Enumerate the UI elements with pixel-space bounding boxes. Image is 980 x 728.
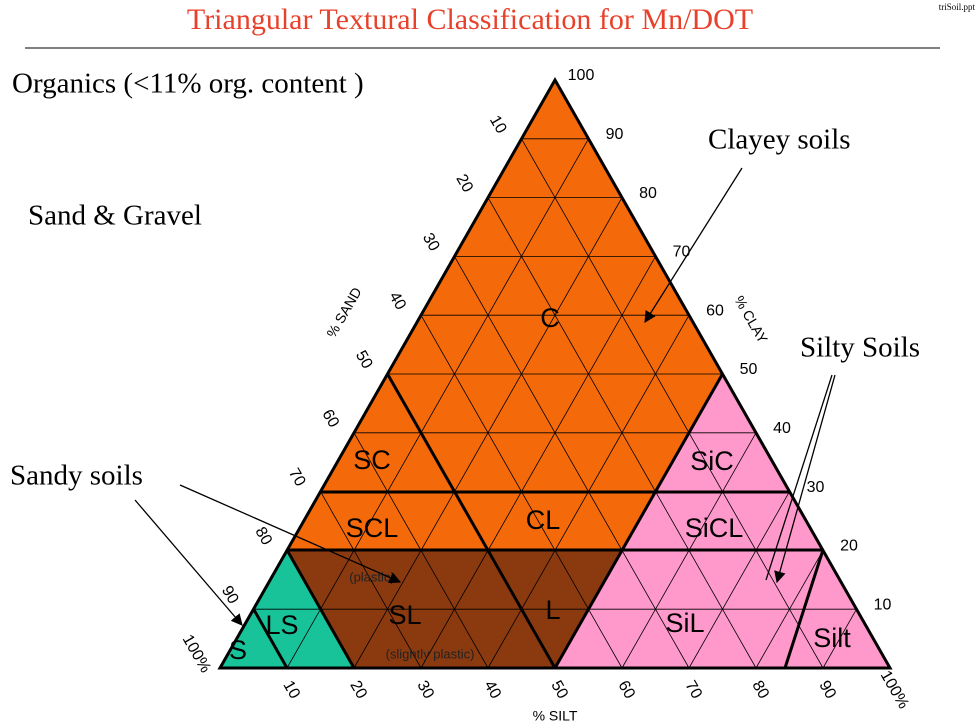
tick-label: 60	[706, 302, 724, 319]
tick-label: 50	[740, 361, 758, 378]
note: (slightly plastic)	[386, 646, 475, 661]
arrow	[765, 374, 833, 581]
note: (plastic)	[349, 569, 395, 584]
tick-label: 40	[773, 420, 791, 437]
grid-line	[420, 256, 656, 669]
tick-label: 100%	[877, 668, 912, 712]
region-label: SL	[388, 600, 421, 630]
file-name: triSoil.ppt	[939, 2, 976, 12]
arrow	[179, 484, 402, 584]
tick-label: 80	[639, 185, 657, 202]
tick-label: 30	[413, 678, 437, 702]
grid-line	[454, 256, 690, 669]
arrow	[134, 499, 243, 626]
grid-line	[688, 491, 790, 669]
tick-label: 90	[815, 678, 839, 702]
grid-line	[822, 609, 857, 669]
tick-label: 100	[568, 67, 595, 84]
tick-label: 30	[807, 479, 825, 496]
tick-label: 50	[547, 678, 571, 702]
region-label: SC	[353, 445, 391, 475]
grid-line	[521, 138, 824, 669]
sand-gravel-label: Sand & Gravel	[28, 200, 202, 232]
tick-label: 80	[748, 678, 772, 702]
boundary	[783, 549, 825, 669]
region-label: SiCL	[685, 513, 744, 543]
region-label: L	[545, 595, 560, 625]
grid-line	[286, 138, 589, 669]
tick-label: 90	[218, 583, 242, 607]
region-label: C	[540, 303, 560, 333]
tick-label: 100%	[179, 632, 214, 676]
axis-title: % SILT	[533, 708, 578, 724]
tick-label: 10	[279, 678, 303, 702]
grid-line	[755, 550, 824, 669]
tick-label: 70	[673, 244, 691, 261]
arrow	[644, 167, 743, 323]
boundary	[386, 373, 557, 669]
tick-label: 40	[480, 678, 504, 702]
tick-label: 50	[352, 348, 376, 372]
tick-label: 20	[840, 538, 858, 555]
tick-label: 90	[606, 126, 624, 143]
region-label: LS	[265, 610, 298, 640]
grid-line	[353, 197, 623, 669]
boundary	[285, 549, 356, 669]
title: Triangular Textural Classification for M…	[187, 3, 753, 36]
boundary	[252, 608, 289, 669]
tick-label: 30	[419, 230, 443, 254]
tick-label: 20	[346, 678, 370, 702]
arrow	[774, 374, 836, 584]
tick-label: 20	[452, 172, 476, 196]
region-label: SiC	[690, 446, 734, 476]
region-label: CL	[526, 505, 561, 535]
silty-label: Silty Soils	[800, 332, 920, 364]
tick-label: 60	[318, 407, 342, 431]
tick-label: 40	[385, 289, 409, 313]
grid-line	[320, 491, 422, 669]
tick-label: 10	[486, 113, 510, 137]
clayey-label: Clayey soils	[708, 124, 851, 156]
sandy-label: Sandy soils	[10, 460, 143, 492]
organics-label: Organics (<11% org. content )	[12, 68, 364, 100]
region-label: Silt	[813, 623, 851, 653]
silty-region	[555, 374, 890, 668]
region-label: SiL	[665, 608, 704, 638]
tick-label: 70	[681, 678, 705, 702]
region-label: S	[229, 635, 247, 665]
tick-label: 60	[614, 678, 638, 702]
axis-title: % SAND	[323, 284, 364, 340]
axis-title: % CLAY	[731, 293, 771, 346]
boundary	[553, 373, 724, 669]
tick-label: 10	[874, 596, 892, 613]
tick-label: 80	[251, 524, 275, 548]
tick-label: 70	[285, 466, 309, 490]
region-label: SCL	[346, 513, 399, 543]
